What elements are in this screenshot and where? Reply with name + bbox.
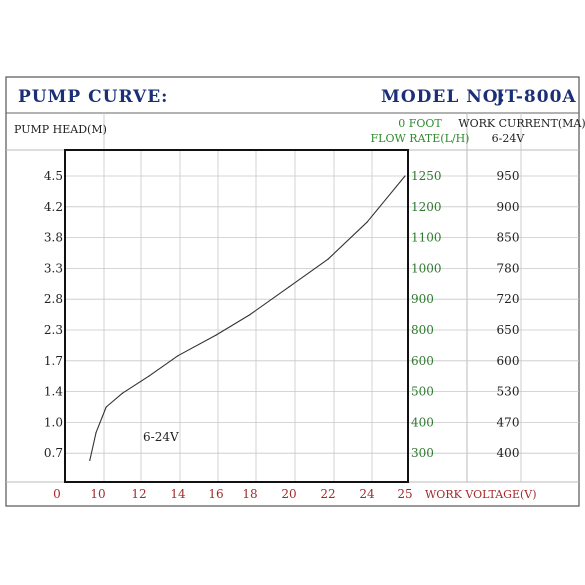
current-tick-label: 470 — [497, 415, 520, 429]
flow-axis-title-1: 0 FOOT — [398, 117, 442, 130]
x-tick-label: 10 — [90, 487, 105, 501]
x-tick-label: 16 — [208, 487, 223, 501]
y-tick-label: 1.0 — [44, 415, 63, 429]
y-tick-label: 2.8 — [44, 292, 63, 306]
current-tick-label: 400 — [497, 446, 520, 460]
current-tick-label: 900 — [497, 200, 520, 214]
flow-tick-label: 600 — [411, 354, 434, 368]
x-tick-label: 25 — [397, 487, 412, 501]
series-point — [95, 432, 97, 434]
series-point — [177, 355, 179, 357]
series-point — [366, 221, 368, 223]
x-tick-label: 24 — [359, 487, 375, 501]
flow-tick-label: 1100 — [411, 231, 442, 245]
series-point — [148, 375, 150, 377]
series-label: 6-24V — [143, 430, 179, 444]
series-line — [89, 175, 406, 461]
x-tick-label: 22 — [320, 487, 335, 501]
current-axis-title-2: 6-24V — [492, 132, 526, 145]
ticks-layer: 4.5 4.2 3.8 3.3 2.8 2.3 1.7 1.4 1.0 0.7 1250 1200 11… — [44, 169, 520, 501]
current-tick-label: 850 — [497, 231, 520, 245]
flow-tick-label: 800 — [411, 323, 434, 337]
series-point — [105, 406, 107, 408]
y-axis-title: PUMP HEAD(M) — [14, 123, 107, 136]
series-point — [288, 286, 290, 288]
current-tick-label: 950 — [497, 169, 520, 183]
y-tick-label: 2.3 — [44, 323, 63, 337]
flow-tick-label: 1250 — [411, 169, 442, 183]
flow-axis-title-2: FLOW RATE(L/H) — [371, 132, 470, 145]
flow-tick-label: 900 — [411, 292, 434, 306]
series-point — [249, 314, 251, 316]
y-tick-label: 0.7 — [44, 446, 63, 460]
y-tick-label: 3.8 — [44, 231, 63, 245]
current-tick-label: 720 — [497, 292, 520, 306]
model-value: JT-800A — [494, 87, 577, 107]
flow-tick-label: 500 — [411, 385, 434, 399]
model-label: MODEL NO: — [381, 87, 506, 107]
x-tick-label: 18 — [242, 487, 257, 501]
flow-tick-label: 400 — [411, 415, 434, 429]
series-point — [89, 459, 91, 461]
series-point — [404, 175, 406, 177]
flow-tick-label: 1200 — [411, 200, 442, 214]
x-axis-title: WORK VOLTAGE(V) — [425, 488, 537, 501]
flow-tick-label: 1000 — [411, 261, 442, 275]
plot-frame — [64, 149, 409, 483]
x-tick-label: 14 — [170, 487, 186, 501]
x-tick-label: 12 — [131, 487, 146, 501]
current-tick-label: 780 — [497, 261, 520, 275]
y-tick-label: 4.2 — [44, 200, 63, 214]
header-title: PUMP CURVE: — [18, 87, 168, 107]
y-tick-label: 1.7 — [44, 354, 63, 368]
current-tick-label: 650 — [497, 323, 520, 337]
series-point — [122, 392, 124, 394]
current-axis-title-1: WORK CURRENT(MA) — [458, 117, 585, 130]
series-point — [215, 334, 217, 336]
series-layer: 6-24V — [89, 175, 406, 461]
outer-frame — [5, 76, 580, 507]
y-tick-label: 3.3 — [44, 261, 63, 275]
x-tick-label: 0 — [53, 487, 61, 501]
series-point — [327, 258, 329, 260]
x-tick-label: 20 — [281, 487, 296, 501]
current-tick-label: 600 — [497, 354, 520, 368]
y-tick-label: 4.5 — [44, 169, 63, 183]
flow-tick-label: 300 — [411, 446, 434, 460]
y-tick-label: 1.4 — [44, 385, 63, 399]
grid-layer — [65, 150, 579, 482]
current-tick-label: 530 — [497, 385, 520, 399]
